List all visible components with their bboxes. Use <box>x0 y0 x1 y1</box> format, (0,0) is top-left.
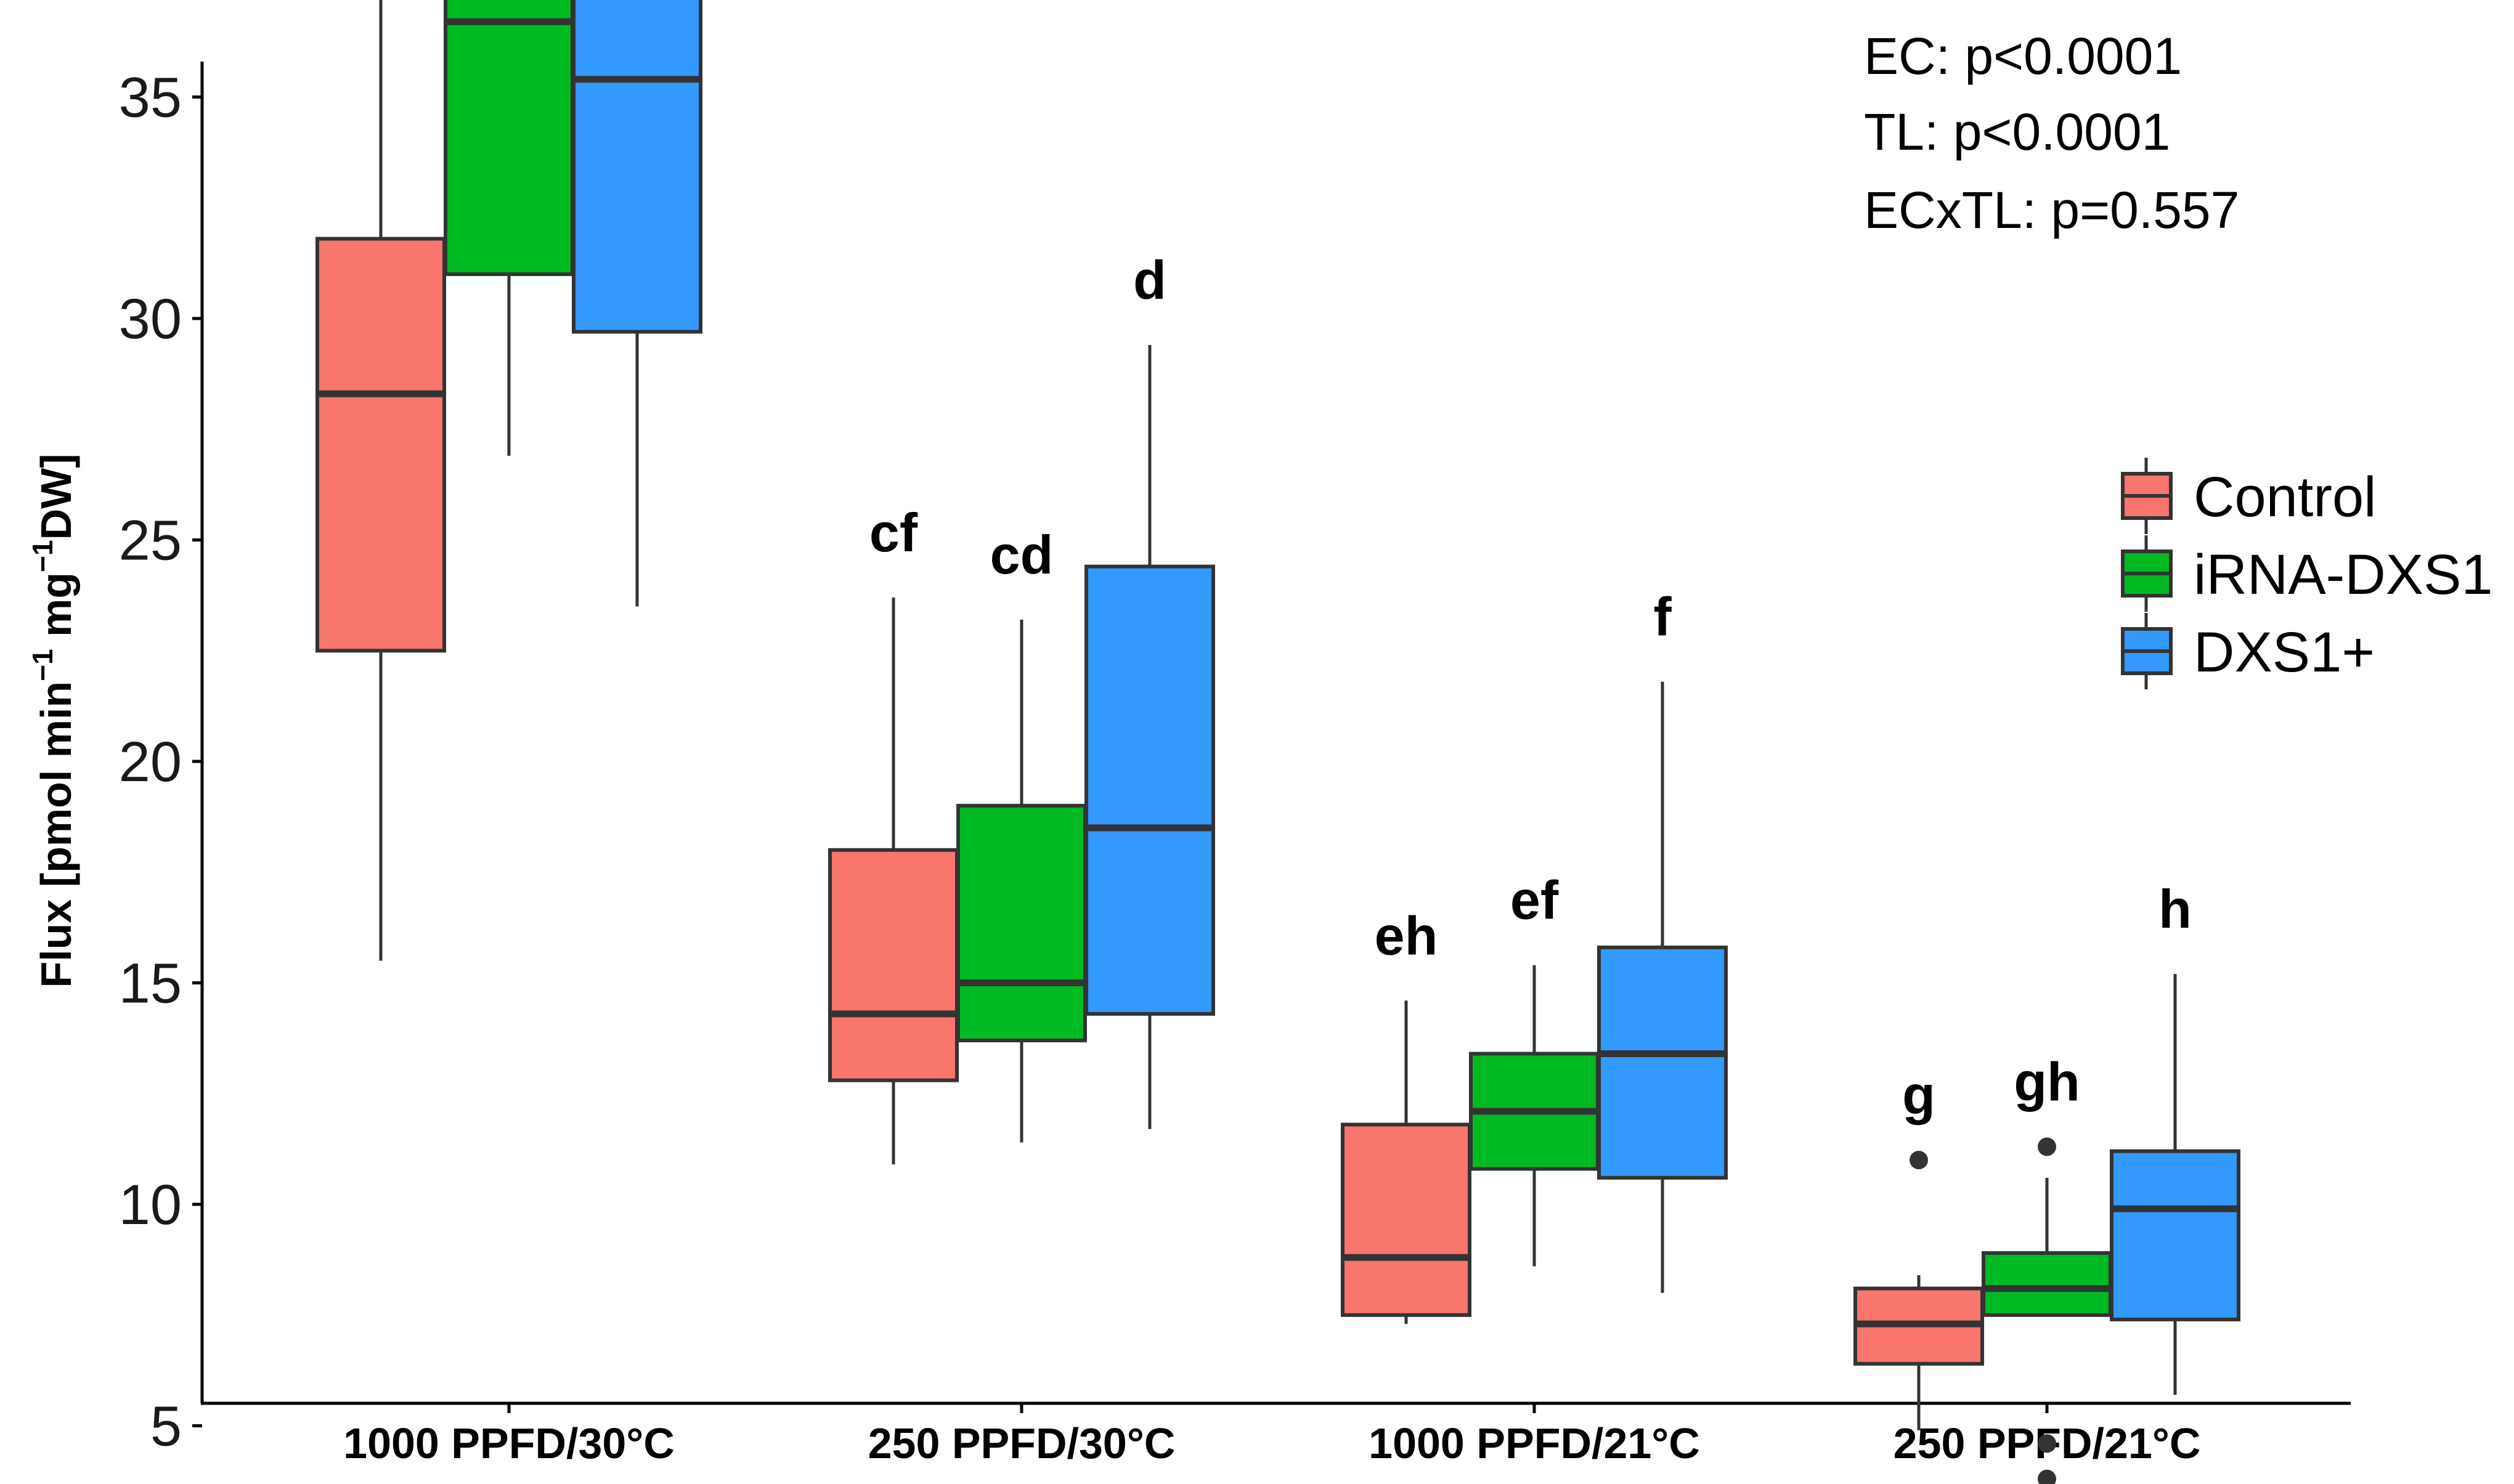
box-irna-dxs1-group-0 <box>444 0 574 456</box>
box-dxs1--group-0 <box>572 0 702 607</box>
y-tick-label-10: 10 <box>119 1174 182 1236</box>
x-tick-label-0: 1000 PPFD/30°C <box>343 1419 675 1467</box>
box-body <box>2110 1149 2240 1321</box>
sig-letter-irna-dxs1-group-3: gh <box>2014 1052 2080 1113</box>
y-tick-label-15: 15 <box>119 952 182 1015</box>
box-control-group-2 <box>1341 1000 1471 1324</box>
box-body <box>572 0 702 334</box>
sig-letter-irna-dxs1-group-2: ef <box>1510 870 1559 931</box>
y-axis-label: Flux [pmol min−1 mg−1DW] <box>26 453 80 987</box>
sig-letter-dxs1--group-1: d <box>1133 249 1166 310</box>
y-axis: 5101520253035404550 <box>119 62 204 1458</box>
box-body <box>1341 1122 1471 1317</box>
x-tick-label-2: 1000 PPFD/21°C <box>1369 1419 1700 1467</box>
y-axis-label-exponent-2: −1 <box>26 540 59 572</box>
box-control-group-1 <box>828 597 959 1165</box>
outlier-point <box>2038 1469 2056 1484</box>
legend-label-dxs1-: DXS1+ <box>2194 621 2375 684</box>
stat-ecxtl: ECxTL: p=0.557 <box>1864 181 2239 239</box>
legend-item-dxs1-: DXS1+ <box>2121 613 2375 689</box>
outlier-point <box>2038 1434 2056 1453</box>
sig-letter-dxs1--group-2: f <box>1653 586 1672 647</box>
box-body <box>828 848 959 1082</box>
outlier-point <box>1910 1151 1928 1170</box>
significance-letters: acfehgabcdefghbdfh <box>869 249 2192 1125</box>
box-body <box>444 0 574 277</box>
box-dxs1--group-1 <box>1084 345 1215 1129</box>
box-plots <box>315 0 2240 1484</box>
legend: Control iRNA-DXS1 DXS1+ <box>2121 458 2493 689</box>
box-dxs1--group-3 <box>2110 974 2240 1395</box>
sig-letter-dxs1--group-3: h <box>2158 878 2192 939</box>
y-tick-label-25: 25 <box>119 509 182 572</box>
box-body <box>1597 945 1728 1180</box>
y-tick-label-30: 30 <box>119 288 182 351</box>
legend-item-irna-dxs1: iRNA-DXS1 <box>2121 535 2493 612</box>
sig-letter-irna-dxs1-group-1: cd <box>990 524 1054 585</box>
sig-letter-control-group-3: g <box>1902 1064 1935 1125</box>
box-body <box>956 803 1087 1042</box>
box-irna-dxs1-group-3 <box>1982 1137 2112 1484</box>
box-body <box>1982 1251 2112 1317</box>
box-control-group-0 <box>315 0 446 961</box>
box-body <box>1084 564 1215 1016</box>
stat-tl: TL: p<0.0001 <box>1864 103 2170 161</box>
legend-item-control: Control <box>2121 458 2377 534</box>
legend-label-control: Control <box>2194 466 2377 529</box>
sig-letter-control-group-2: eh <box>1375 905 1438 966</box>
box-irna-dxs1-group-2 <box>1469 965 1600 1267</box>
legend-label-irna-dxs1: iRNA-DXS1 <box>2194 543 2493 606</box>
box-control-group-3 <box>1853 1151 1984 1430</box>
box-dxs1--group-2 <box>1597 681 1728 1293</box>
outlier-point <box>2038 1137 2056 1156</box>
y-axis-label-exponent-1: −1 <box>26 649 59 681</box>
y-tick-label-5: 5 <box>150 1395 182 1458</box>
statistics-annotation: EC: p<0.0001 TL: p<0.0001 ECxTL: p=0.557 <box>1864 27 2239 239</box>
x-axis: 1000 PPFD/30°C 250 PPFD/30°C 1000 PPFD/21°… <box>201 1401 2351 1467</box>
box-body <box>315 237 446 653</box>
box-irna-dxs1-group-1 <box>956 619 1087 1143</box>
stat-ec: EC: p<0.0001 <box>1864 27 2182 85</box>
sig-letter-control-group-1: cf <box>869 502 918 563</box>
y-axis-title: Flux [pmol min−1 mg−1DW] <box>26 453 80 987</box>
x-tick-label-1: 250 PPFD/30°C <box>868 1419 1176 1467</box>
y-tick-label-20: 20 <box>119 731 182 793</box>
y-tick-label-35: 35 <box>119 67 182 129</box>
